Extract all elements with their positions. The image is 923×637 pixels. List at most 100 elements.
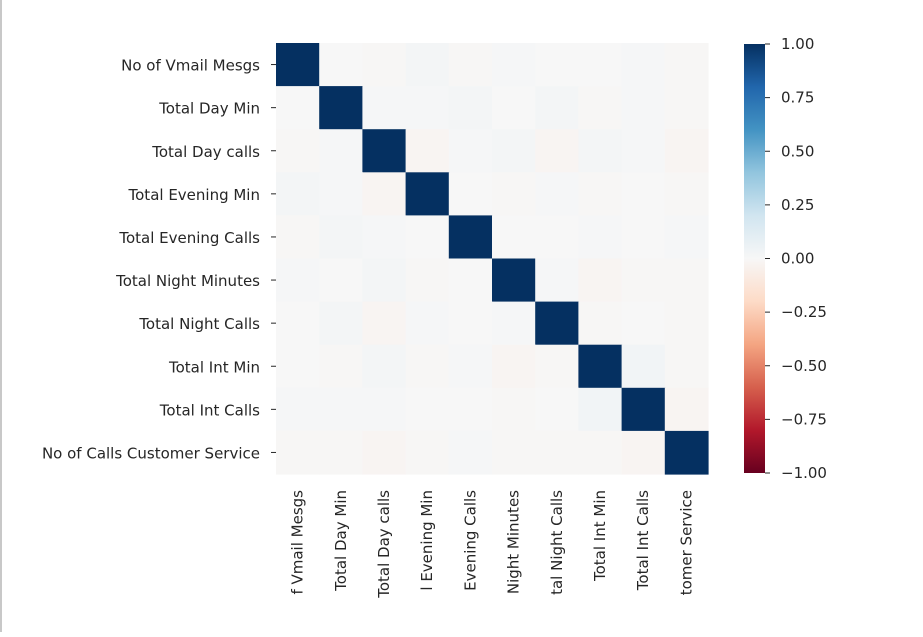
colorbar-tick-label: 0.75 (781, 89, 814, 107)
heatmap-cell (276, 215, 320, 260)
heatmap-cell (362, 43, 407, 87)
heatmap-cell (319, 258, 363, 303)
heatmap-cell (405, 129, 450, 173)
heatmap-cell (535, 387, 579, 432)
heatmap-cell (535, 129, 579, 173)
heatmap-cell (405, 344, 450, 389)
heatmap-cell (276, 301, 320, 346)
column-label: tal Night Calls (548, 490, 566, 595)
row-label: Total Evening Calls (118, 229, 260, 247)
heatmap-cell (276, 86, 320, 130)
heatmap-cell (621, 430, 666, 475)
heatmap-cell (578, 430, 623, 475)
heatmap-cell (578, 129, 623, 173)
heatmap-cell (578, 215, 623, 260)
heatmap-cell (621, 43, 666, 87)
heatmap-cell (578, 301, 623, 346)
colorbar-tick-label: 0.50 (781, 142, 814, 160)
heatmap-cell (492, 43, 536, 87)
heatmap-cell (448, 430, 493, 475)
heatmap-cell (578, 258, 623, 303)
column-label: Total Day Min (332, 490, 350, 592)
heatmap-cell (664, 430, 709, 475)
heatmap-cell (319, 86, 363, 130)
row-label: No of Calls Customer Service (42, 444, 260, 462)
heatmap-cell (578, 86, 623, 130)
column-labels: f Vmail Mesgs Total Day Min Total Day call… (289, 490, 696, 599)
heatmap-cell (492, 430, 536, 475)
heatmap-cell (664, 86, 709, 130)
heatmap-cell (492, 387, 536, 432)
heatmap-cell (448, 344, 493, 389)
colorbar-ticks: 1.00 0.75 0.50 0.25 0.00 −0.25 −0.50 −0.75 −1.00 (765, 35, 827, 482)
colorbar-tick-label: −0.25 (781, 303, 827, 321)
heatmap-cell (319, 172, 363, 216)
heatmap-cell (362, 430, 407, 475)
heatmap-cell (621, 344, 666, 389)
heatmap-cell (492, 215, 536, 260)
heatmap-cell (362, 301, 407, 346)
heatmap-cell (621, 215, 666, 260)
column-label: Total Int Calls (634, 490, 652, 591)
heatmap-cell (448, 301, 493, 346)
colorbar-gradient (744, 44, 765, 473)
colorbar-tick-label: −1.00 (781, 464, 827, 482)
heatmap-cell (448, 129, 493, 173)
heatmap-cell (405, 387, 450, 432)
column-label: Total Int Min (591, 490, 609, 582)
heatmap-cell (664, 344, 709, 389)
heatmap-cell (362, 86, 407, 130)
colorbar-tick-label: −0.75 (781, 410, 827, 428)
heatmap-cell (362, 344, 407, 389)
window-edge (0, 0, 2, 632)
heatmap-cell (535, 301, 579, 346)
heatmap-cell (492, 344, 536, 389)
heatmap-cell (276, 344, 320, 389)
heatmap-cell (448, 258, 493, 303)
heatmap-cell (664, 387, 709, 432)
column-label: f Vmail Mesgs (289, 490, 307, 595)
heatmap-cell (276, 387, 320, 432)
column-label: tomer Service (677, 490, 695, 595)
row-label: Total Night Minutes (115, 272, 260, 290)
column-label: Night Minutes (505, 490, 523, 594)
heatmap-cell (492, 301, 536, 346)
heatmap-cell (405, 258, 450, 303)
heatmap-cell (276, 430, 320, 475)
heatmap-cell (621, 129, 666, 173)
heatmap-cell (664, 215, 709, 260)
heatmap-cell (621, 258, 666, 303)
heatmap-cell (621, 86, 666, 130)
heatmap-cell (621, 172, 666, 216)
heatmap-cell (319, 387, 363, 432)
row-label: Total Day Min (158, 100, 260, 118)
heatmap-cell (276, 172, 320, 216)
heatmap-cell (405, 301, 450, 346)
heatmap-cell (448, 43, 493, 87)
heatmap-cell (535, 215, 579, 260)
heatmap-cell (448, 215, 493, 260)
heatmap-cell (535, 430, 579, 475)
heatmap-cell (405, 43, 450, 87)
heatmap-cell (319, 430, 363, 475)
heatmap-cell (405, 172, 450, 216)
heatmap-cell (362, 387, 407, 432)
heatmap-cell (362, 172, 407, 216)
row-labels: No of Vmail Mesgs Total Day Min Total Day … (42, 57, 276, 462)
heatmap-cell (492, 86, 536, 130)
heatmap-cell (664, 301, 709, 346)
row-label: Total Evening Min (128, 186, 260, 204)
heatmap-cell (578, 387, 623, 432)
heatmap-cell (448, 86, 493, 130)
heatmap-cell (664, 129, 709, 173)
heatmap-cell (664, 258, 709, 303)
heatmap-cell (535, 43, 579, 87)
heatmap-cell (319, 344, 363, 389)
colorbar: 1.00 0.75 0.50 0.25 0.00 −0.25 −0.50 −0.75 −1.00 (744, 35, 827, 482)
heatmap-cell (492, 258, 536, 303)
heatmap-cell (492, 172, 536, 216)
heatmap-cell (276, 43, 320, 87)
heatmap-cell (362, 129, 407, 173)
